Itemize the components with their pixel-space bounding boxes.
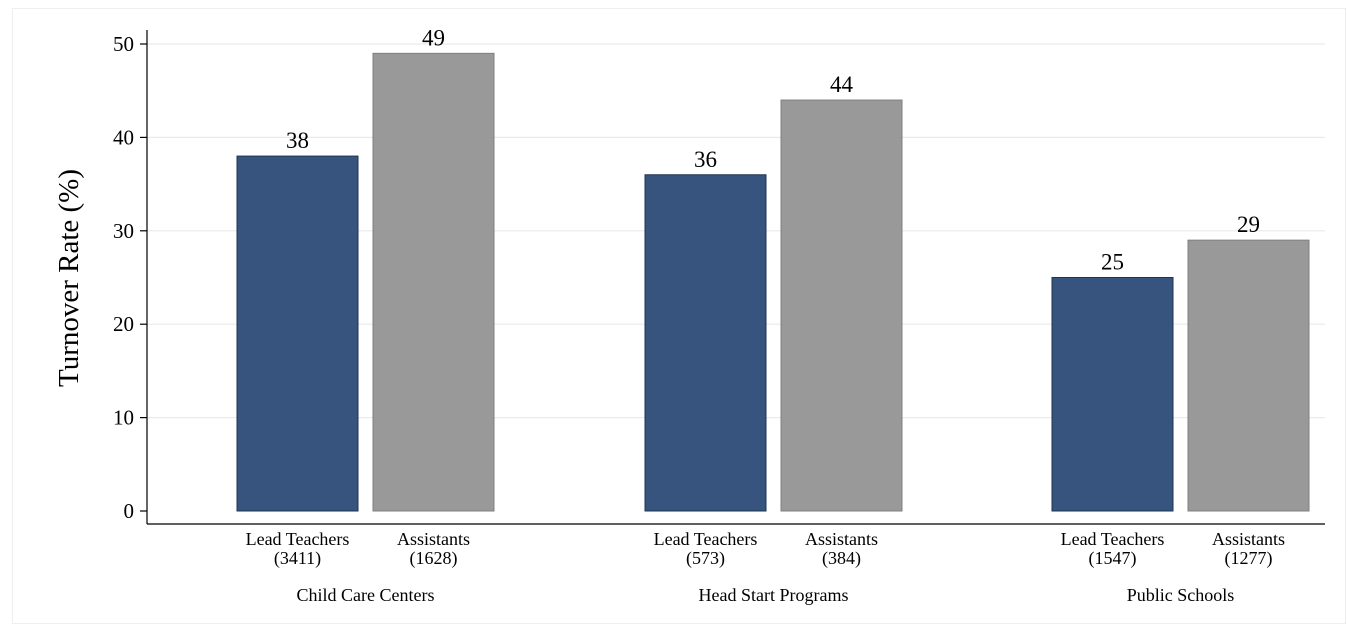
bar-count-label: (384) [822, 548, 861, 569]
group-label: Public Schools [1127, 585, 1235, 605]
bars: 38 49 36 44 25 29 [236, 25, 1310, 512]
bar-count-label: (3411) [274, 548, 321, 569]
bar-count-label: (1547) [1089, 548, 1137, 569]
bar-value-label: 25 [1101, 250, 1124, 275]
y-tick-label: 30 [113, 219, 134, 243]
bar-lead-teachers [1051, 277, 1174, 512]
y-ticks: 0 10 20 30 40 50 [113, 32, 147, 523]
x-labels: Lead Teachers(3411)Assistants(1628)Child… [246, 529, 1285, 605]
axes [146, 29, 1325, 525]
bar-category-label: Assistants [397, 529, 470, 549]
bar-value-label: 38 [286, 128, 309, 153]
bar-value-label: 44 [830, 72, 854, 97]
bar-category-label: Lead Teachers [246, 529, 350, 549]
bar-assistants [780, 99, 903, 512]
group-label: Head Start Programs [699, 585, 849, 605]
y-axis-title: Turnover Rate (%) [53, 169, 85, 387]
y-tick-label: 40 [113, 125, 134, 149]
group-label: Child Care Centers [297, 585, 435, 605]
bar-value-label: 36 [694, 147, 717, 172]
bar-category-label: Assistants [1212, 529, 1285, 549]
bar-count-label: (573) [686, 548, 725, 569]
y-tick-label: 50 [113, 32, 134, 56]
bar-count-label: (1628) [410, 548, 458, 569]
bar-category-label: Assistants [805, 529, 878, 549]
bar-value-label: 29 [1237, 212, 1260, 237]
bar-assistants [1187, 239, 1310, 512]
bar-category-label: Lead Teachers [654, 529, 758, 549]
y-tick-label: 20 [113, 312, 134, 336]
bar-lead-teachers [644, 174, 767, 512]
bar-assistants [372, 52, 495, 512]
bar-value-label: 49 [422, 25, 445, 50]
bar-category-label: Lead Teachers [1061, 529, 1165, 549]
chart-frame [12, 8, 1346, 624]
y-tick-label: 10 [113, 406, 134, 430]
bar-lead-teachers [236, 155, 359, 512]
bar-count-label: (1277) [1225, 548, 1273, 569]
y-tick-label: 0 [124, 499, 135, 523]
